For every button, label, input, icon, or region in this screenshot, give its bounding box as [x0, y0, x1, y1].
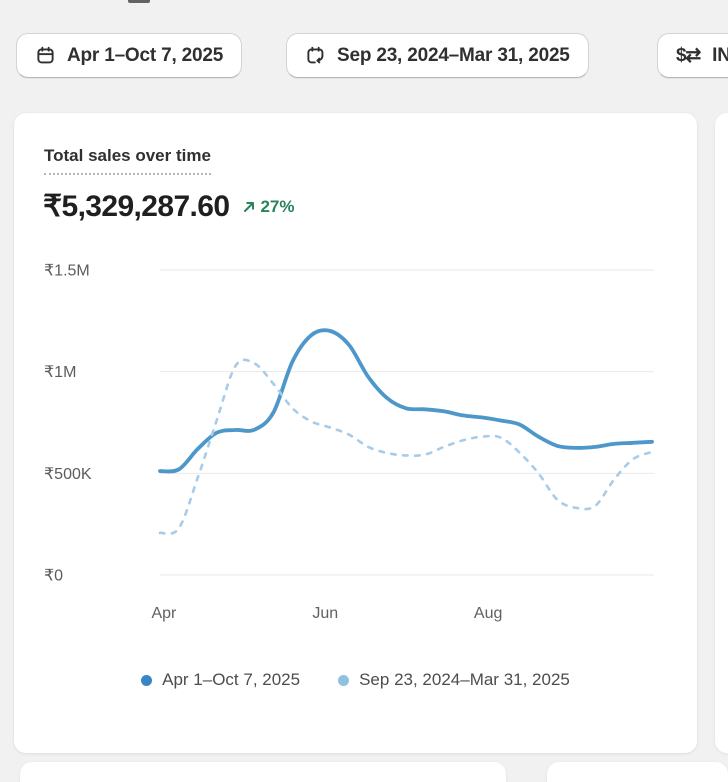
card-title: Total sales over time: [44, 145, 211, 175]
clipped-heading-remnant: [128, 0, 150, 3]
svg-text:₹0: ₹0: [44, 568, 63, 585]
trend-up-icon: [242, 200, 256, 214]
compare-range-button[interactable]: Sep 23, 2024–Mar 31, 2025: [286, 33, 589, 78]
legend-dot-comparison: [338, 674, 350, 686]
legend-item-comparison: Sep 23, 2024–Mar 31, 2025: [338, 670, 570, 690]
next-row-card-left: [20, 762, 506, 782]
date-range-label: Apr 1–Oct 7, 2025: [67, 44, 224, 66]
currency-label: INR: [712, 44, 728, 66]
svg-text:Aug: Aug: [474, 605, 502, 622]
svg-text:Apr: Apr: [151, 605, 177, 622]
svg-text:Jun: Jun: [312, 605, 338, 622]
legend-dot-current: [141, 674, 153, 686]
currency-selector-button[interactable]: $⇄ INR: [657, 33, 728, 78]
svg-text:₹1.5M: ₹1.5M: [44, 263, 90, 280]
next-row-card-right: [547, 762, 728, 782]
total-value-row: ₹5,329,287.60 27%: [43, 189, 294, 225]
date-range-button[interactable]: Apr 1–Oct 7, 2025: [16, 33, 243, 78]
change-badge: 27%: [242, 197, 294, 217]
sales-chart: ₹1.5M ₹1M ₹500K ₹0 Apr Jun Aug: [44, 263, 654, 622]
legend-item-current: Apr 1–Oct 7, 2025: [141, 670, 300, 690]
chart-legend: Apr 1–Oct 7, 2025 Sep 23, 2024–Mar 31, 2…: [14, 663, 697, 697]
total-sales-value: ₹5,329,287.60: [43, 190, 230, 223]
currency-exchange-icon: $ ⇄: [676, 44, 702, 67]
svg-text:₹1M: ₹1M: [44, 364, 76, 381]
compare-range-label: Sep 23, 2024–Mar 31, 2025: [337, 44, 570, 66]
legend-label-comparison: Sep 23, 2024–Mar 31, 2025: [359, 670, 570, 689]
compare-calendar-icon: [305, 45, 326, 66]
adjacent-card-sliver: [715, 113, 728, 753]
change-percent: 27%: [260, 197, 295, 216]
legend-label-current: Apr 1–Oct 7, 2025: [162, 670, 301, 689]
svg-text:₹500K: ₹500K: [44, 466, 92, 483]
total-sales-card: Total sales over time ₹5,329,287.60 27% …: [14, 113, 697, 753]
calendar-icon: [35, 45, 56, 66]
